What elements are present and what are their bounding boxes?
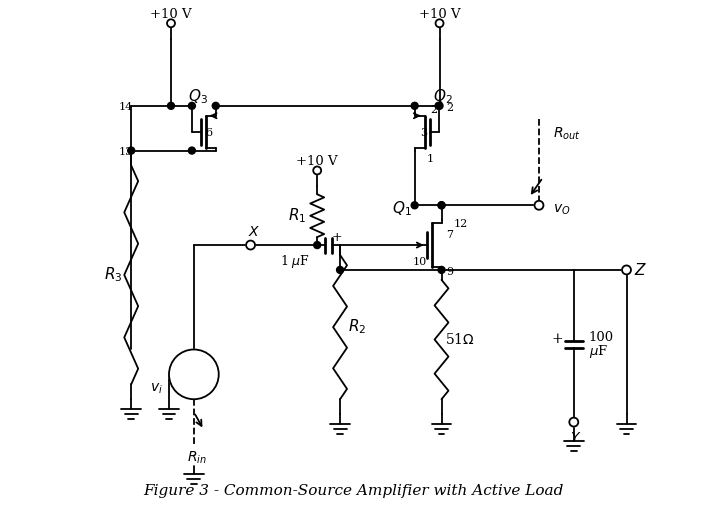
Circle shape (189, 147, 196, 154)
Text: +: + (332, 230, 342, 244)
Text: 10: 10 (412, 257, 426, 267)
Text: +: + (188, 359, 201, 374)
Circle shape (438, 202, 445, 209)
Circle shape (435, 102, 442, 109)
Text: +10 V: +10 V (297, 155, 338, 168)
Circle shape (411, 102, 418, 109)
Text: $R_{in}$: $R_{in}$ (187, 450, 207, 466)
Circle shape (313, 167, 321, 174)
Circle shape (438, 266, 445, 273)
Text: $R_{out}$: $R_{out}$ (553, 126, 581, 142)
Circle shape (167, 102, 174, 109)
Circle shape (569, 417, 578, 427)
Circle shape (337, 266, 344, 273)
Text: 1: 1 (426, 153, 433, 164)
Text: 9: 9 (446, 267, 454, 277)
Text: 1 $\mu$F: 1 $\mu$F (280, 253, 311, 270)
Text: $Q_3$: $Q_3$ (188, 87, 208, 106)
Text: $v_O$: $v_O$ (553, 203, 570, 218)
Circle shape (246, 241, 255, 249)
Text: +: + (551, 332, 563, 346)
Text: +10 V: +10 V (150, 8, 192, 21)
Text: 13: 13 (119, 147, 133, 156)
Text: 51$\Omega$: 51$\Omega$ (445, 332, 474, 347)
Circle shape (169, 350, 219, 399)
Text: $v_i$: $v_i$ (150, 382, 162, 397)
Circle shape (436, 102, 443, 109)
Circle shape (213, 102, 220, 109)
Circle shape (411, 202, 418, 209)
Text: $Z$: $Z$ (634, 262, 647, 278)
Circle shape (534, 201, 544, 210)
Text: $R_3$: $R_3$ (104, 266, 123, 284)
Text: $Q_2$: $Q_2$ (433, 87, 453, 106)
Text: $\mu$F: $\mu$F (589, 343, 609, 360)
Text: 7: 7 (446, 230, 453, 240)
Text: Figure 3 - Common-Source Amplifier with Active Load: Figure 3 - Common-Source Amplifier with … (143, 484, 563, 498)
Text: +10 V: +10 V (419, 8, 460, 21)
Text: $X$: $X$ (249, 225, 261, 239)
Circle shape (436, 19, 443, 27)
Text: 6: 6 (205, 128, 212, 137)
Circle shape (189, 102, 196, 109)
Text: 100: 100 (588, 331, 614, 344)
Text: $R_2$: $R_2$ (348, 318, 366, 336)
Text: 3: 3 (421, 128, 428, 137)
Text: $R_1$: $R_1$ (288, 206, 306, 225)
Circle shape (438, 202, 445, 209)
Circle shape (128, 147, 135, 154)
Text: $-$: $-$ (187, 376, 201, 390)
Text: 2: 2 (446, 103, 454, 113)
Text: $Y$: $Y$ (570, 431, 582, 445)
Text: 12: 12 (453, 219, 467, 229)
Text: $Q_1$: $Q_1$ (392, 199, 412, 218)
Text: 14: 14 (119, 102, 133, 112)
Circle shape (167, 19, 175, 27)
Circle shape (622, 265, 631, 274)
Circle shape (313, 242, 321, 248)
Text: 2: 2 (431, 105, 438, 115)
